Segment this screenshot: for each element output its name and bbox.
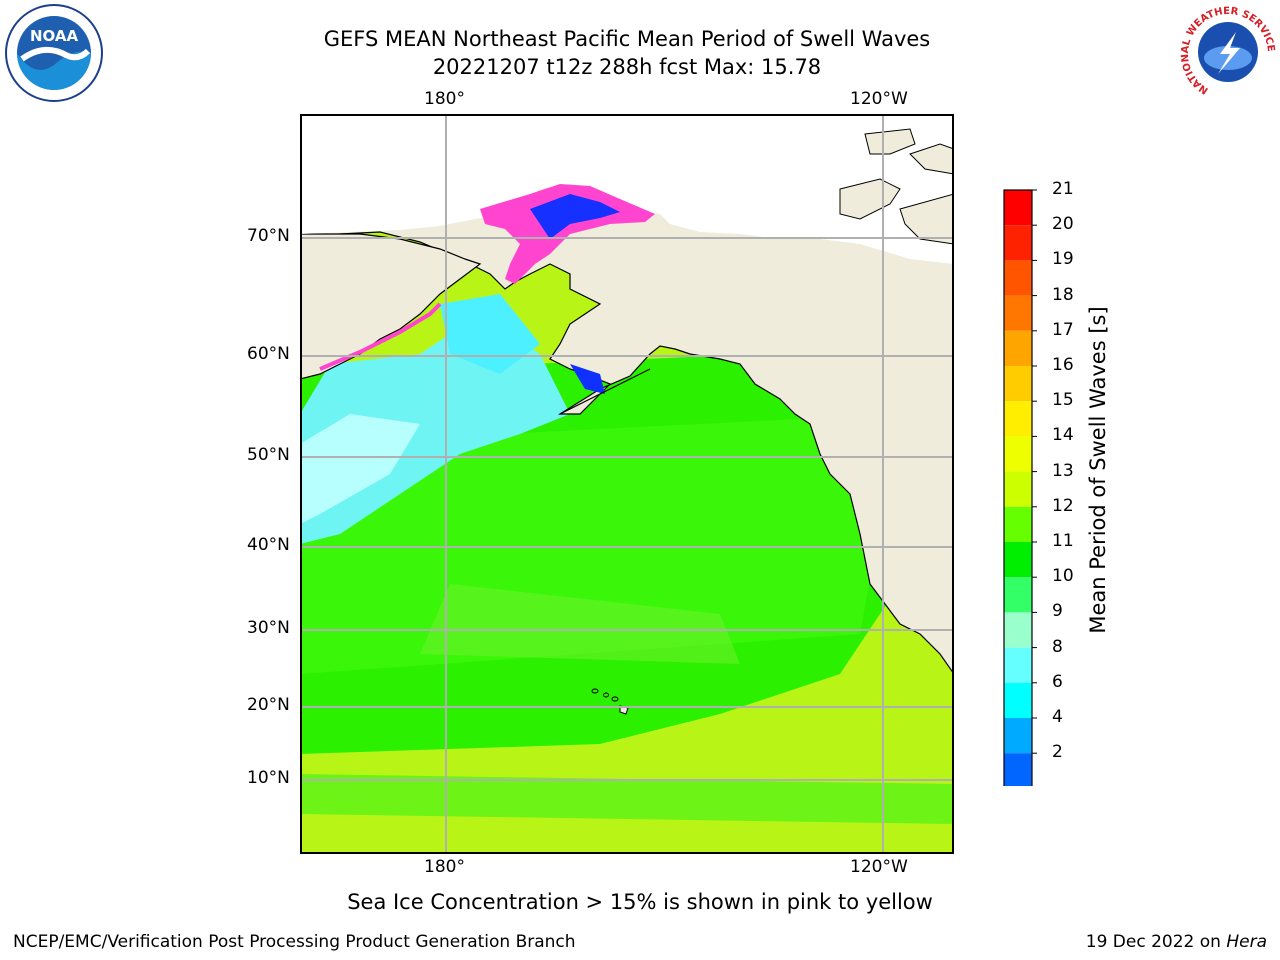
colorbar-segment	[1004, 471, 1032, 507]
colorbar-tick-label: 15	[1052, 390, 1074, 411]
colorbar-segment	[1004, 718, 1032, 754]
colorbar-segment	[1004, 366, 1032, 402]
lat-label-10n: 10°N	[247, 768, 290, 788]
lon-label-bottom-180: 180°	[424, 857, 465, 877]
colorbar-segment	[1004, 295, 1032, 331]
lat-label-20n: 20°N	[247, 695, 290, 715]
colorbar-tick-label: 2	[1052, 742, 1063, 763]
lon-label-top-120w: 120°W	[850, 89, 908, 109]
colorbar-tick-label: 10	[1052, 566, 1074, 587]
colorbar-segment	[1004, 436, 1032, 472]
lat-label-70n: 70°N	[247, 226, 290, 246]
lon-label-top-180: 180°	[424, 89, 465, 109]
siberia-land	[300, 233, 482, 380]
footer-date-text: 19 Dec 2022 on	[1085, 932, 1227, 952]
colorbar-segment	[1004, 225, 1032, 261]
colorbar-tick-label: 6	[1052, 671, 1063, 692]
colorbar-tick-label: 14	[1052, 425, 1074, 446]
lat-label-40n: 40°N	[247, 535, 290, 555]
noaa-logo: NOAA	[5, 4, 103, 102]
colorbar-tick-label: 11	[1052, 531, 1074, 551]
colorbar-tick-label: 9	[1052, 601, 1063, 622]
sea-ice-note: Sea Ice Concentration > 15% is shown in …	[347, 890, 933, 914]
footer-host: Hera	[1226, 932, 1267, 952]
colorbar	[1003, 189, 1037, 786]
colorbar-tick-label: 13	[1052, 460, 1074, 481]
nws-logo: NATIONAL WEATHER SERVICE	[1180, 4, 1276, 100]
colorbar-segment	[1004, 612, 1032, 648]
colorbar-segment	[1004, 260, 1032, 296]
lon-label-bottom-120w: 120°W	[850, 857, 908, 877]
colorbar-segment	[1004, 401, 1032, 437]
lat-label-30n: 30°N	[247, 618, 290, 638]
colorbar-tick-label: 8	[1052, 636, 1063, 657]
lat-label-60n: 60°N	[247, 344, 290, 364]
colorbar-segment	[1004, 647, 1032, 683]
colorbar-segment	[1004, 682, 1032, 718]
colorbar-segment	[1004, 577, 1032, 613]
colorbar-tick-label: 21	[1052, 179, 1074, 199]
chart-title: GEFS MEAN Northeast Pacific Mean Period …	[323, 27, 931, 51]
lat-label-50n: 50°N	[247, 445, 290, 465]
colorbar-segment	[1004, 330, 1032, 366]
colorbar-segment	[1004, 542, 1032, 578]
colorbar-tick-label: 18	[1052, 284, 1074, 305]
footer-credit: NCEP/EMC/Verification Post Processing Pr…	[13, 932, 576, 952]
north-america-land	[300, 114, 954, 676]
deep-blue-region	[530, 194, 620, 239]
chart-subtitle: 20221207 t12z 288h fcst Max: 15.78	[432, 55, 822, 79]
colorbar-title: Mean Period of Swell Waves [s]	[1086, 306, 1110, 634]
footer-date: 19 Dec 2022 on Hera	[1086, 932, 1267, 952]
colorbar-segment	[1004, 190, 1032, 226]
colorbar-tick-label: 19	[1052, 249, 1074, 270]
colorbar-tick-label: 20	[1052, 214, 1074, 235]
colorbar-segment	[1004, 506, 1032, 542]
graticule	[300, 114, 954, 854]
colorbar-tick-label: 16	[1052, 355, 1074, 375]
colorbar-segment	[1004, 753, 1032, 786]
map-panel	[300, 114, 954, 854]
noaa-logo-text: NOAA	[30, 27, 79, 45]
colorbar-tick-label: 4	[1052, 707, 1063, 727]
colorbar-tick-label: 12	[1052, 495, 1074, 516]
colorbar-tick-label: 17	[1052, 319, 1074, 340]
